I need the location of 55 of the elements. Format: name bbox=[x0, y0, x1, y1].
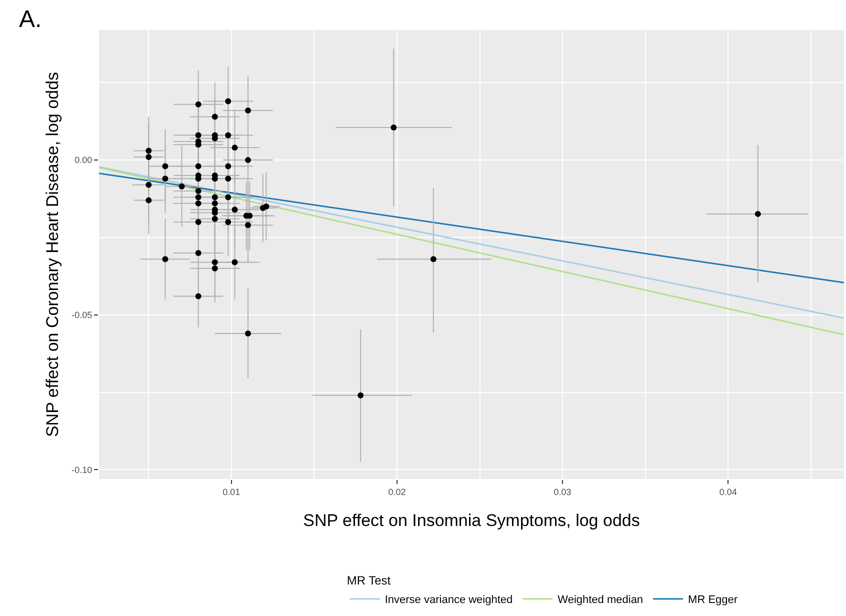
point bbox=[430, 256, 436, 262]
point bbox=[195, 132, 202, 138]
point bbox=[212, 265, 218, 272]
point bbox=[146, 154, 152, 160]
point bbox=[212, 200, 218, 206]
legend-title: MR Test bbox=[346, 573, 392, 588]
point bbox=[195, 200, 202, 206]
point bbox=[212, 259, 218, 266]
point bbox=[245, 108, 251, 114]
point bbox=[178, 183, 185, 190]
point bbox=[146, 148, 152, 154]
point bbox=[754, 210, 761, 217]
y-axis-title: SNP effect on Coronary Heart Disease, log odds bbox=[43, 72, 62, 438]
point bbox=[232, 259, 238, 266]
point bbox=[146, 182, 152, 188]
point bbox=[390, 124, 397, 131]
point bbox=[195, 194, 202, 200]
point bbox=[263, 204, 270, 210]
point bbox=[225, 176, 232, 182]
point bbox=[146, 197, 152, 204]
text: A. bbox=[19, 6, 42, 33]
point bbox=[245, 330, 251, 336]
x-axis-title: SNP effect on Insomnia Symptoms, log odds bbox=[303, 511, 640, 530]
x-tick-label: 0.04 bbox=[719, 486, 737, 497]
x-tick-label: 0.03 bbox=[554, 486, 572, 497]
point bbox=[225, 194, 232, 200]
point bbox=[162, 176, 168, 182]
point bbox=[212, 194, 218, 200]
legend-label: MR Egger bbox=[688, 594, 738, 606]
point bbox=[212, 114, 218, 120]
x-tick-label: 0.02 bbox=[388, 486, 406, 497]
point bbox=[212, 216, 218, 222]
point bbox=[225, 132, 232, 138]
point bbox=[195, 163, 202, 170]
x-tick-label: 0.01 bbox=[222, 486, 240, 497]
point bbox=[195, 188, 202, 194]
point bbox=[232, 206, 238, 213]
y-tick-label: -0.10 bbox=[72, 464, 92, 475]
point bbox=[195, 293, 202, 300]
point bbox=[245, 157, 251, 164]
point bbox=[225, 163, 232, 170]
point bbox=[232, 144, 238, 151]
point bbox=[195, 250, 202, 256]
point bbox=[358, 392, 364, 398]
point bbox=[162, 163, 168, 170]
legend-label: Weighted median bbox=[558, 594, 644, 606]
point bbox=[225, 98, 232, 104]
y-tick-label: -0.05 bbox=[72, 310, 92, 320]
legend-label: Inverse variance weighted bbox=[384, 594, 513, 606]
point bbox=[162, 256, 168, 262]
y-tick-label: 0.00 bbox=[74, 155, 92, 166]
point bbox=[225, 218, 232, 225]
point bbox=[195, 218, 202, 225]
point bbox=[245, 222, 251, 228]
point bbox=[195, 101, 202, 108]
